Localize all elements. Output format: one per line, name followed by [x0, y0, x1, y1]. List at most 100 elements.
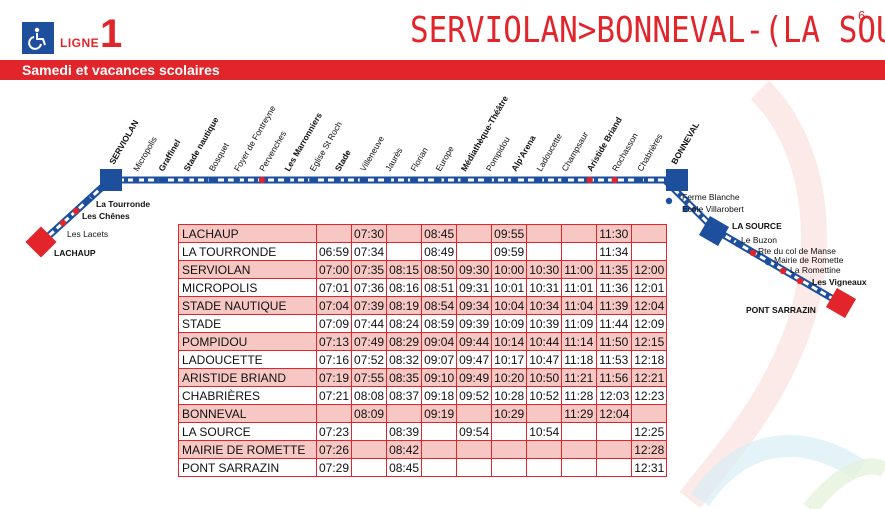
time-cell: 07:00 [315, 260, 353, 279]
stop-marker [485, 176, 492, 184]
time-cell [386, 224, 423, 243]
stop-marker [460, 176, 467, 184]
ligne-label: LIGNE [60, 36, 100, 50]
time-cell: 10:31 [526, 278, 563, 297]
time-cell: 07:26 [315, 440, 353, 459]
time-cell: 09:18 [421, 386, 458, 405]
stop-label: Graffinel [156, 138, 182, 173]
la-source-marker [698, 215, 730, 247]
time-cell: 10:39 [526, 314, 563, 333]
stop-label-le-buzon: Le Buzon [741, 235, 777, 245]
terminus-pont-sarrazin-marker [825, 287, 857, 319]
stop-label: Jaurès [383, 146, 404, 173]
time-cell [526, 242, 563, 261]
time-cell: 11:36 [596, 278, 633, 297]
time-cell: 08:24 [386, 314, 423, 333]
stop-name-cell: LADOUCETTE [178, 350, 317, 369]
time-cell: 08:08 [351, 386, 388, 405]
stop-label: Pompidou [484, 135, 512, 173]
time-cell: 07:13 [315, 332, 353, 351]
stop-label: Florian [408, 145, 430, 173]
stop-name-cell: LACHAUP [178, 224, 317, 243]
time-cell: 12:21 [631, 368, 668, 387]
time-cell: 12:04 [631, 296, 668, 315]
time-cell [421, 440, 458, 459]
time-cell [561, 242, 598, 261]
time-cell [456, 404, 493, 423]
time-cell: 09:54 [456, 422, 493, 441]
time-cell: 10:30 [526, 260, 563, 279]
time-cell: 06:59 [315, 242, 353, 261]
table-row: POMPIDOU 07:13 07:49 08:29 09:04 09:44 10:14 10… [178, 332, 668, 351]
stop-marker [59, 219, 67, 227]
stop-name-cell: LA SOURCE [178, 422, 317, 441]
table-row: STADE NAUTIQUE 07:04 07:39 08:19 08:54 09:34 1… [178, 296, 668, 315]
stop-name-cell: LA TOURRONDE [178, 242, 317, 261]
time-cell [526, 440, 563, 459]
time-cell: 08:09 [351, 404, 388, 423]
time-cell: 10:54 [526, 422, 563, 441]
route-title: SERVIOLAN>BONNEVAL-(LA SOURCE) [410, 10, 885, 51]
time-cell: 07:21 [315, 386, 353, 405]
time-cell: 07:30 [351, 224, 388, 243]
time-cell: 10:50 [526, 368, 563, 387]
time-cell: 07:36 [351, 278, 388, 297]
time-cell: 08:50 [421, 260, 458, 279]
time-cell: 08:16 [386, 278, 423, 297]
time-cell: 07:16 [315, 350, 353, 369]
stop-label-la-tourronde: La Tourronde [96, 199, 150, 209]
stop-label-mairie-romette: Mairie de Romette [774, 255, 844, 265]
time-cell [526, 404, 563, 423]
time-cell: 08:37 [386, 386, 423, 405]
time-cell [561, 440, 598, 459]
stop-name-cell: POMPIDOU [178, 332, 317, 351]
stop-name-cell: BONNEVAL [178, 404, 317, 423]
time-cell: 08:29 [386, 332, 423, 351]
time-cell: 07:55 [351, 368, 388, 387]
stop-label: Alp'Arena [509, 133, 538, 173]
terminus-pont-sarrazin-label: PONT SARRAZIN [746, 305, 816, 315]
time-cell: 11:35 [596, 260, 633, 279]
time-cell: 10:01 [491, 278, 528, 297]
time-cell: 10:17 [491, 350, 528, 369]
time-cell: 09:04 [421, 332, 458, 351]
time-cell: 10:14 [491, 332, 528, 351]
time-cell: 08:54 [421, 296, 458, 315]
stop-name-cell: SERVIOLAN [178, 260, 317, 279]
time-cell [456, 440, 493, 459]
time-cell: 08:45 [386, 458, 423, 477]
time-cell: 12:18 [631, 350, 668, 369]
time-cell: 07:04 [315, 296, 353, 315]
stop-marker [84, 196, 92, 204]
terminus-serviolan-marker [100, 169, 122, 191]
time-cell: 08:49 [421, 242, 458, 261]
ligne-number: 1 [100, 12, 123, 56]
time-cell [491, 422, 528, 441]
time-cell: 09:30 [456, 260, 493, 279]
time-cell: 07:09 [315, 314, 353, 333]
time-cell: 08:32 [386, 350, 423, 369]
time-cell: 07:52 [351, 350, 388, 369]
stop-marker [233, 176, 240, 184]
time-cell: 09:19 [421, 404, 458, 423]
time-cell [491, 458, 528, 477]
time-cell: 11:21 [561, 368, 598, 387]
time-cell: 12:09 [631, 314, 668, 333]
time-cell [315, 224, 353, 243]
time-cell: 10:29 [491, 404, 528, 423]
time-cell [315, 404, 353, 423]
time-cell: 11:09 [561, 314, 598, 333]
timetable: LACHAUP 07:30 08:45 09:55 11:30 LA TOURRONDE 0… [178, 224, 668, 477]
time-cell [561, 224, 598, 243]
time-cell: 11:39 [596, 296, 633, 315]
time-cell: 11:50 [596, 332, 633, 351]
time-cell: 09:47 [456, 350, 493, 369]
time-cell [596, 458, 633, 477]
time-cell: 07:23 [315, 422, 353, 441]
stop-marker [435, 176, 442, 184]
time-cell [351, 440, 388, 459]
stop-marker [682, 205, 690, 213]
top-stop-markers [132, 176, 644, 184]
